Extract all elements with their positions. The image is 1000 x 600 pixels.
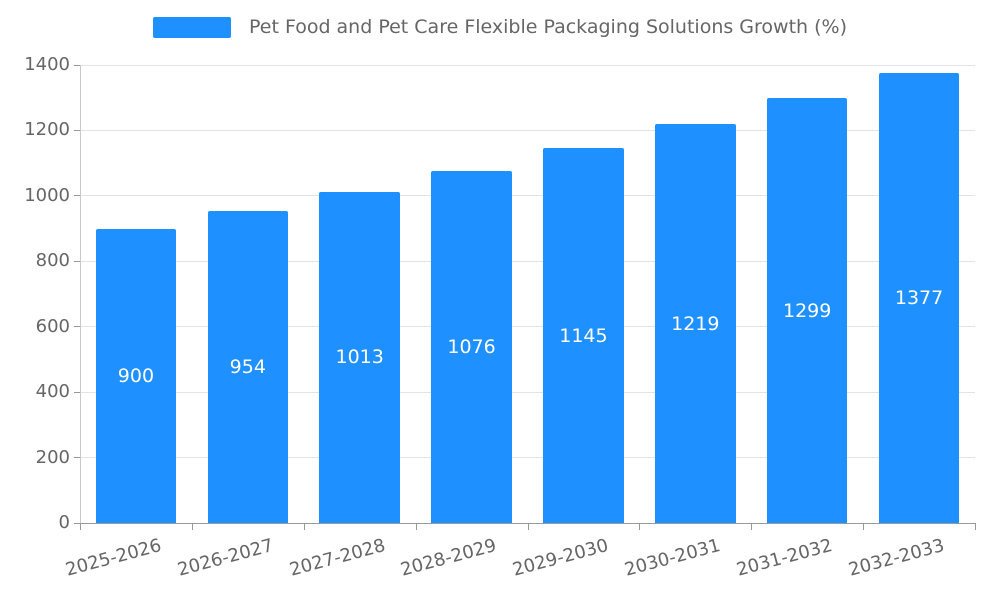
bar[interactable]: 1219 bbox=[655, 124, 736, 523]
y-tick-label: 400 bbox=[35, 381, 70, 403]
y-tick-label: 1400 bbox=[24, 54, 70, 75]
bar[interactable]: 1145 bbox=[543, 148, 624, 523]
y-axis-tick bbox=[74, 195, 80, 197]
x-tick-label: 2028-2029 bbox=[398, 535, 499, 581]
gridline bbox=[80, 260, 975, 262]
gridline bbox=[80, 391, 975, 393]
y-tick-label: 0 bbox=[58, 512, 70, 533]
x-axis-tick bbox=[863, 524, 865, 530]
bar-value-label: 1145 bbox=[559, 324, 608, 347]
y-axis-line bbox=[80, 65, 81, 523]
y-tick-label: 600 bbox=[35, 315, 70, 337]
x-tick-label: 2025-2026 bbox=[63, 535, 164, 581]
x-axis-tick bbox=[975, 524, 976, 530]
x-axis-line bbox=[80, 523, 976, 524]
x-axis-tick bbox=[303, 524, 305, 530]
gridline bbox=[80, 129, 975, 131]
y-axis-tick bbox=[74, 260, 80, 262]
bar[interactable]: 1377 bbox=[878, 72, 960, 523]
bar-value-label: 1076 bbox=[447, 335, 496, 358]
x-tick-label: 2030-2031 bbox=[622, 535, 723, 581]
bar-value-label: 1299 bbox=[783, 299, 832, 322]
bar[interactable]: 1076 bbox=[431, 170, 512, 523]
y-axis-tick bbox=[74, 64, 80, 66]
bar-value-label: 1219 bbox=[671, 312, 720, 335]
y-tick-label: 800 bbox=[35, 250, 70, 272]
x-tick-label: 2032-2033 bbox=[846, 535, 947, 581]
bar[interactable]: 900 bbox=[95, 228, 177, 523]
x-axis-tick bbox=[415, 524, 417, 530]
bar[interactable]: 954 bbox=[207, 210, 289, 523]
x-axis-tick bbox=[80, 524, 81, 530]
y-axis-tick bbox=[74, 129, 80, 131]
x-axis-tick bbox=[751, 524, 753, 530]
y-axis-tick bbox=[74, 326, 80, 328]
x-axis-tick bbox=[191, 524, 193, 530]
gridline bbox=[80, 195, 975, 197]
y-tick-label: 200 bbox=[35, 446, 70, 468]
bar[interactable]: 1299 bbox=[766, 98, 848, 523]
y-axis-tick bbox=[74, 522, 80, 524]
x-tick-label: 2031-2032 bbox=[734, 535, 835, 581]
legend-label[interactable]: Pet Food and Pet Care Flexible Packaging… bbox=[248, 16, 847, 38]
bar-value-label: 900 bbox=[117, 364, 155, 387]
bar-value-label: 1013 bbox=[335, 346, 384, 369]
x-tick-label: 2027-2028 bbox=[286, 535, 388, 581]
y-tick-label: 1000 bbox=[24, 184, 70, 206]
gridline bbox=[80, 64, 975, 66]
gridline bbox=[80, 326, 975, 328]
bar-value-label: 954 bbox=[229, 355, 266, 378]
x-tick-label: 2026-2027 bbox=[175, 535, 276, 581]
bar[interactable]: 1013 bbox=[319, 191, 400, 523]
x-tick-label: 2029-2030 bbox=[510, 535, 611, 581]
legend-swatch[interactable] bbox=[152, 16, 231, 38]
y-axis-tick bbox=[74, 457, 80, 459]
y-tick-label: 1200 bbox=[24, 119, 70, 141]
x-axis-tick bbox=[639, 524, 641, 530]
y-axis-tick bbox=[74, 391, 80, 393]
x-axis-tick bbox=[527, 524, 529, 530]
gridline bbox=[80, 457, 975, 459]
bar-value-label: 1377 bbox=[894, 286, 944, 309]
legend[interactable]: Pet Food and Pet Care Flexible Packaging… bbox=[0, 16, 1000, 38]
